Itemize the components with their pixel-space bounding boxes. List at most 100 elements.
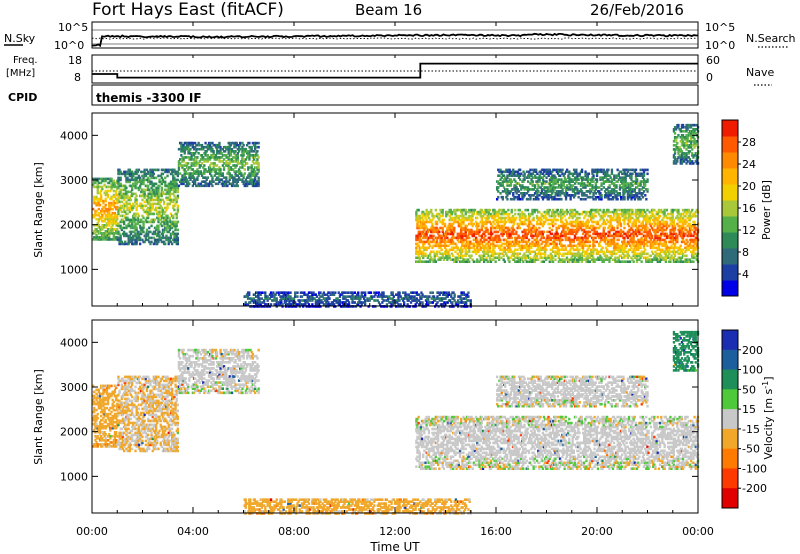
power-cell — [440, 297, 444, 300]
power-cell — [127, 178, 130, 182]
power-cell — [97, 191, 100, 195]
power-cell — [516, 226, 519, 230]
power-cell — [427, 236, 431, 240]
power-cell — [575, 254, 578, 258]
power-cell — [306, 295, 309, 298]
power-cell — [492, 220, 495, 224]
power-cell — [647, 260, 650, 263]
power-cell — [626, 232, 629, 236]
power-cell — [534, 230, 538, 234]
power-cell — [560, 244, 563, 248]
power-cell — [149, 182, 152, 186]
power-cell — [584, 244, 587, 248]
power-cell — [264, 291, 267, 294]
power-cell — [364, 295, 367, 298]
power-cell — [104, 230, 107, 233]
power-cell — [249, 166, 252, 169]
power-cell — [634, 224, 638, 228]
power-cell — [159, 200, 162, 204]
power-cell — [611, 242, 615, 246]
power-cell — [415, 248, 418, 252]
power-cell — [492, 242, 495, 246]
power-cell — [188, 174, 191, 177]
power-cell — [109, 228, 112, 231]
power-cell — [221, 147, 224, 151]
power-cell — [150, 198, 153, 202]
power-cell — [604, 232, 608, 236]
power-cell — [612, 236, 616, 240]
power-cell — [168, 196, 171, 200]
power-cell — [206, 158, 209, 161]
power-cell — [163, 220, 166, 224]
power-cell — [439, 252, 442, 256]
power-cell — [554, 236, 557, 240]
power-cell — [633, 252, 636, 256]
power-cell — [585, 210, 588, 214]
power-cell — [315, 295, 319, 298]
power-cell — [284, 299, 288, 302]
power-cell — [612, 210, 616, 214]
power-cell — [446, 228, 449, 232]
power-cell — [93, 199, 96, 203]
power-cell — [662, 216, 665, 220]
power-cell — [210, 162, 213, 165]
power-cell — [563, 244, 566, 248]
power-cell — [485, 220, 488, 224]
power-cell — [370, 295, 374, 298]
power-cell — [658, 214, 662, 218]
power-cell — [226, 184, 229, 188]
power-cell — [117, 196, 120, 200]
power-cell — [183, 150, 186, 153]
power-cell — [236, 154, 239, 157]
power-cell — [642, 240, 646, 244]
power-cell — [113, 185, 117, 189]
power-cell — [145, 216, 149, 220]
power-cell — [655, 240, 658, 244]
power-cell — [198, 182, 201, 186]
power-cell — [584, 258, 587, 261]
power-cell — [466, 234, 470, 238]
power-cell — [588, 234, 592, 238]
power-cell — [603, 236, 606, 240]
power-cell — [431, 212, 434, 216]
power-cell — [608, 258, 611, 261]
power-cell — [453, 210, 456, 214]
power-cell — [544, 254, 547, 258]
power-cell — [548, 208, 551, 212]
power-cell — [427, 240, 431, 244]
power-cell — [485, 208, 488, 212]
power-cell — [632, 260, 635, 263]
power-cell — [101, 185, 104, 189]
power-cell — [484, 234, 487, 238]
power-cell — [579, 226, 582, 230]
power-cell — [656, 220, 659, 224]
power-cell — [615, 252, 618, 256]
power-cell — [532, 218, 535, 222]
power-cell — [256, 154, 259, 157]
power-cell — [227, 170, 230, 173]
power-cell — [618, 244, 621, 248]
power-cell — [633, 244, 636, 248]
power-cell — [157, 240, 160, 244]
power-cell — [608, 242, 611, 246]
power-cell — [656, 238, 659, 242]
power-cell — [455, 246, 458, 250]
power-cell — [576, 218, 579, 222]
power-cell — [526, 254, 529, 258]
power-cell — [187, 156, 190, 159]
power-cell — [627, 210, 631, 214]
power-cell — [437, 228, 440, 232]
power-cell — [234, 166, 237, 169]
power-cell — [164, 236, 167, 240]
power-cell — [156, 168, 159, 172]
power-cell — [596, 222, 600, 226]
power-cell — [475, 236, 478, 240]
power-cell — [132, 218, 135, 222]
power-cell — [626, 256, 629, 260]
power-cell — [545, 212, 548, 216]
power-cell — [241, 150, 244, 153]
power-cell — [480, 234, 483, 238]
power-cell — [483, 260, 486, 263]
power-cell — [573, 224, 577, 228]
power-cell — [204, 182, 207, 186]
